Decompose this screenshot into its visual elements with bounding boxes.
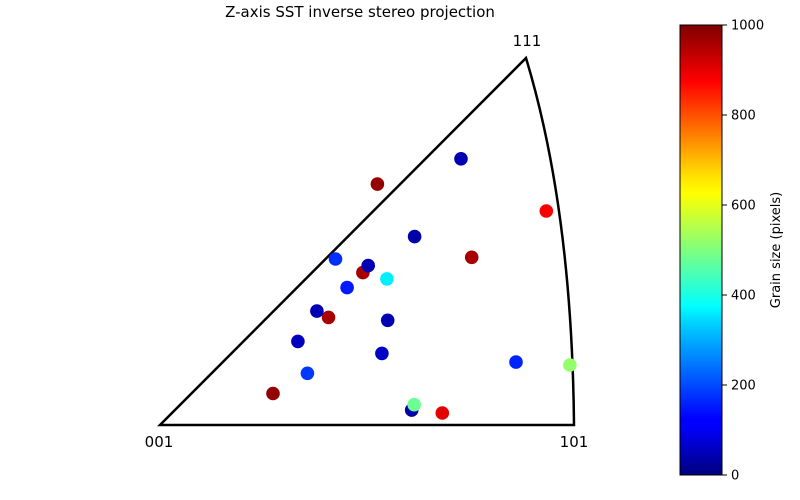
orientation-point: [407, 229, 422, 244]
sst-triangle: [156, 55, 576, 427]
orientation-point: [563, 358, 577, 372]
sst-boundary: [156, 55, 576, 427]
colorbar-gradient: [679, 24, 723, 476]
colorbar-tick-label: 1000: [731, 19, 764, 34]
corner-label-001: 001: [145, 433, 174, 451]
orientation-point: [407, 397, 422, 412]
orientation-point: [300, 366, 315, 381]
colorbar-tick-label: 600: [731, 199, 756, 214]
chart-title: Z-axis SST inverse stereo projection: [225, 3, 495, 21]
colorbar-ticks: 0 200 400 600 800 1000: [722, 19, 764, 484]
orientation-point: [509, 355, 523, 369]
orientation-point: [375, 346, 389, 361]
orientation-point: [266, 386, 280, 401]
orientation-point: [291, 334, 305, 349]
orientation-point: [321, 310, 336, 325]
corner-label-111: 111: [513, 32, 542, 50]
orientation-point: [370, 177, 385, 191]
colorbar-tick-label: 400: [731, 289, 756, 304]
orientation-point: [435, 406, 450, 420]
orientation-point: [380, 272, 394, 286]
colorbar-tick-label: 800: [731, 109, 756, 124]
colorbar: 0 200 400 600 800 1000 Grain size (pixels): [679, 19, 784, 484]
colorbar-tick-label: 200: [731, 379, 756, 394]
orientation-point: [310, 304, 324, 318]
orientation-point: [361, 258, 376, 273]
orientation-point: [380, 313, 395, 328]
orientation-point: [340, 280, 354, 295]
data-points: [266, 152, 577, 420]
orientation-point: [539, 204, 554, 218]
colorbar-tick-label: 0: [731, 469, 739, 484]
orientation-point: [328, 252, 343, 266]
corner-label-101: 101: [560, 433, 589, 451]
colorbar-label: Grain size (pixels): [769, 192, 784, 308]
orientation-point: [464, 250, 479, 265]
orientation-point: [454, 152, 468, 166]
